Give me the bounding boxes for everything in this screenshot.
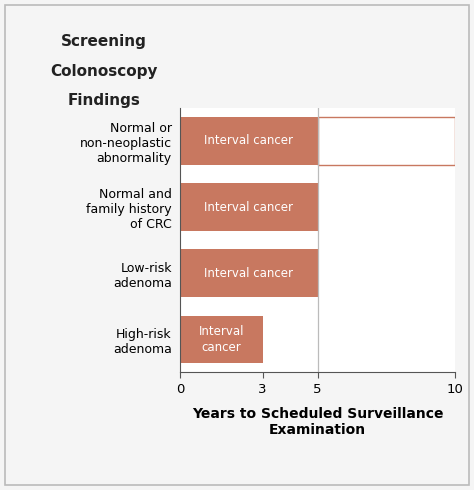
- Text: Interval
cancer: Interval cancer: [199, 325, 244, 354]
- Text: Screening: Screening: [61, 34, 147, 49]
- Text: Interval cancer: Interval cancer: [204, 267, 293, 280]
- Bar: [180, 117, 318, 165]
- Bar: [180, 183, 318, 231]
- Text: Examination: Examination: [269, 423, 366, 437]
- Text: Interval cancer: Interval cancer: [204, 200, 293, 214]
- Bar: [180, 249, 318, 297]
- Text: Findings: Findings: [68, 93, 141, 108]
- Text: Interval cancer: Interval cancer: [204, 134, 293, 147]
- Text: Years to Scheduled Surveillance: Years to Scheduled Surveillance: [192, 407, 443, 421]
- Text: Colonoscopy: Colonoscopy: [51, 64, 158, 79]
- Bar: [318, 117, 455, 165]
- Bar: [180, 316, 263, 363]
